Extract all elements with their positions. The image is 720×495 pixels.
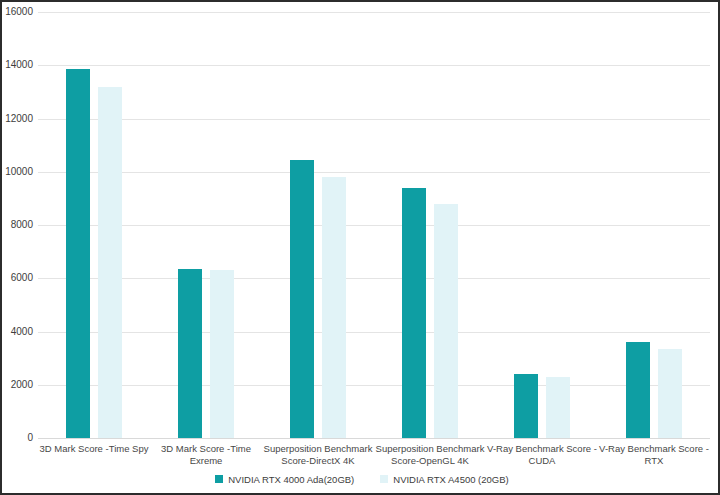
bar-nvidia-rtx-a4500-20gb-superposition-benchmark-score-directx-4k bbox=[322, 177, 346, 438]
bar-nvidia-rtx-a4500-20gb-3d-mark-score-time-exreme bbox=[210, 270, 234, 438]
y-axis-tick-label-0: 0 bbox=[2, 432, 33, 444]
y-axis-tick-label-14000: 14000 bbox=[2, 59, 33, 71]
x-category-label-superposition-benchmark-score-opengl-4k: Superposition Benchmark Score-OpenGL 4K bbox=[368, 443, 492, 466]
bar-nvidia-rtx-4000-ada-20gb-3d-mark-score-time-spy bbox=[66, 69, 90, 438]
bar-nvidia-rtx-4000-ada-20gb-v-ray-benchmark-score-rtx bbox=[626, 342, 650, 438]
bar-nvidia-rtx-a4500-20gb-3d-mark-score-time-spy bbox=[98, 87, 122, 438]
y-axis-tick-label-16000: 16000 bbox=[2, 6, 33, 18]
legend-item-nvidia-rtx-4000-ada-20gb: NVIDIA RTX 4000 Ada(20GB) bbox=[215, 474, 354, 485]
gridline-4000 bbox=[38, 332, 710, 333]
gridline-8000 bbox=[38, 225, 710, 226]
y-axis-tick-label-2000: 2000 bbox=[2, 379, 33, 391]
gridline-10000 bbox=[38, 172, 710, 173]
benchmark-bar-chart: 3D Mark Score -Time Spy3D Mark Score -Ti… bbox=[0, 0, 720, 495]
y-axis-tick-label-6000: 6000 bbox=[2, 272, 33, 284]
bar-nvidia-rtx-4000-ada-20gb-3d-mark-score-time-exreme bbox=[178, 269, 202, 438]
gridline-14000 bbox=[38, 65, 710, 66]
x-category-label-3d-mark-score-time-spy: 3D Mark Score -Time Spy bbox=[32, 443, 156, 455]
x-category-label-superposition-benchmark-score-directx-4k: Superposition Benchmark Score-DirectX 4K bbox=[256, 443, 380, 466]
x-category-label-3d-mark-score-time-exreme: 3D Mark Score -Time Exreme bbox=[144, 443, 268, 466]
gridline-12000 bbox=[38, 119, 710, 120]
bar-nvidia-rtx-a4500-20gb-v-ray-benchmark-score-rtx bbox=[658, 349, 682, 438]
y-axis-tick-label-10000: 10000 bbox=[2, 166, 33, 178]
legend-swatch-icon bbox=[215, 475, 223, 483]
y-axis-tick-label-8000: 8000 bbox=[2, 219, 33, 231]
bar-nvidia-rtx-a4500-20gb-superposition-benchmark-score-opengl-4k bbox=[434, 204, 458, 438]
legend-label: NVIDIA RTX 4000 Ada(20GB) bbox=[228, 474, 354, 485]
x-category-label-v-ray-benchmark-score-rtx: V-Ray Benchmark Score -RTX bbox=[592, 443, 716, 466]
gridline-6000 bbox=[38, 278, 710, 279]
bar-nvidia-rtx-a4500-20gb-v-ray-benchmark-score-cuda bbox=[546, 377, 570, 438]
gridline-16000 bbox=[38, 12, 710, 13]
y-axis-tick-label-4000: 4000 bbox=[2, 326, 33, 338]
legend-label: NVIDIA RTX A4500 (20GB) bbox=[393, 474, 508, 485]
bar-nvidia-rtx-4000-ada-20gb-superposition-benchmark-score-opengl-4k bbox=[402, 188, 426, 438]
plot-area: 3D Mark Score -Time Spy3D Mark Score -Ti… bbox=[2, 2, 720, 495]
gridline-0 bbox=[38, 438, 710, 439]
legend-item-nvidia-rtx-a4500-20gb: NVIDIA RTX A4500 (20GB) bbox=[380, 474, 508, 485]
x-category-label-v-ray-benchmark-score-cuda: V-Ray Benchmark Score -CUDA bbox=[480, 443, 604, 466]
legend-swatch-icon bbox=[380, 475, 388, 483]
gridline-2000 bbox=[38, 385, 710, 386]
bar-nvidia-rtx-4000-ada-20gb-v-ray-benchmark-score-cuda bbox=[514, 374, 538, 438]
legend: NVIDIA RTX 4000 Ada(20GB) NVIDIA RTX A450… bbox=[2, 471, 720, 487]
y-axis-tick-label-12000: 12000 bbox=[2, 113, 33, 125]
bar-nvidia-rtx-4000-ada-20gb-superposition-benchmark-score-directx-4k bbox=[290, 160, 314, 438]
